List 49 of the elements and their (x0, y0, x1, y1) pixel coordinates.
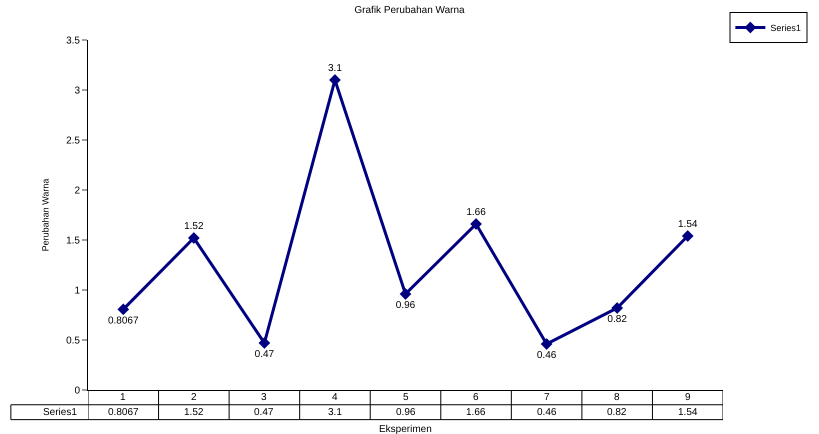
text: 1.52 (184, 220, 204, 232)
y-tick-label: 2.5 (66, 136, 80, 146)
y-tick-label: 3.5 (66, 36, 80, 46)
x-tick-label: 3 (261, 392, 267, 403)
data-label: 0.82 (607, 407, 627, 418)
point (258, 337, 270, 349)
point (188, 232, 200, 244)
text: 1.54 (678, 218, 698, 230)
data-label: 0.8067 (108, 407, 140, 418)
x-tick-label: 8 (614, 392, 620, 403)
point (329, 74, 341, 86)
text: 3.1 (328, 62, 342, 74)
x-tick-label: 5 (403, 392, 409, 403)
data-label: 1.52 (184, 407, 204, 418)
y-tick-label: 0.5 (66, 336, 80, 346)
x-tick-label: 9 (685, 392, 691, 403)
text: 1.66 (466, 206, 486, 218)
x-tick-label: 1 (120, 392, 126, 403)
point (470, 218, 482, 230)
y-tick-label: 3 (74, 86, 80, 96)
y-tick-label: 1.5 (66, 236, 80, 246)
x-tick-label: 7 (544, 392, 550, 403)
data-label: 1.66 (466, 407, 486, 418)
text: 0.47 (254, 349, 274, 360)
point (400, 288, 412, 300)
y-tick-label: 0 (74, 386, 80, 396)
data-label: 1.54 (678, 407, 698, 418)
text: 0.82 (607, 314, 627, 326)
point (117, 303, 130, 316)
chart-title: Grafik Perubahan Warna (354, 5, 466, 16)
point (682, 230, 694, 242)
y-tick-label: 2 (74, 186, 80, 196)
x-tick-label: 4 (332, 392, 338, 403)
data-label: 3.1 (328, 407, 342, 418)
legend-label: Series1 (770, 23, 801, 34)
text: Series1 (43, 407, 77, 418)
text: 0.46 (536, 350, 556, 362)
data-label: 0.96 (396, 407, 416, 418)
point (540, 338, 552, 350)
data-label: 0.47 (254, 407, 274, 418)
x-axis-title: Eksperimen (379, 424, 432, 434)
y-tick-label: 1 (74, 286, 80, 296)
y-axis-title: Perubahan Warna (40, 178, 50, 252)
x-tick-label: 2 (191, 392, 197, 403)
point (611, 302, 624, 314)
text: 0.96 (396, 300, 416, 312)
text: 0.8067 (108, 315, 139, 326)
data-label: 0.46 (537, 407, 557, 418)
x-tick-label: 6 (473, 392, 479, 403)
